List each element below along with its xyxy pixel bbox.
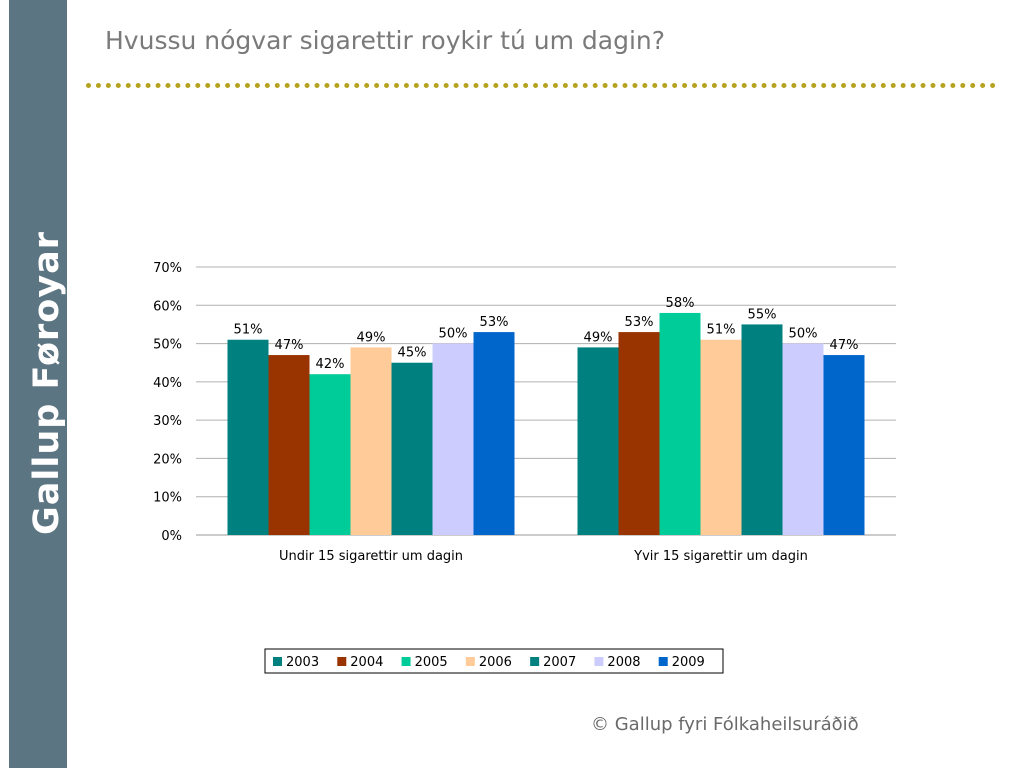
- y-tick-label: 60%: [153, 299, 182, 314]
- legend-swatch: [273, 657, 282, 666]
- bar: [700, 339, 742, 535]
- y-tick-label: 30%: [153, 414, 182, 429]
- y-tick-label: 50%: [153, 338, 182, 353]
- bar: [823, 355, 865, 535]
- legend-swatch: [401, 657, 411, 666]
- legend-swatch: [465, 657, 475, 666]
- bar: [309, 374, 351, 535]
- page-title: Hvussu nógvar sigarettir roykir tú um da…: [105, 26, 665, 55]
- data-label: 50%: [789, 327, 818, 342]
- legend-label: 2006: [479, 655, 512, 670]
- legend-swatch: [594, 657, 604, 666]
- y-tick-label: 0%: [161, 529, 182, 544]
- data-label: 58%: [666, 296, 695, 311]
- bar: [577, 347, 619, 535]
- data-label: 45%: [398, 346, 427, 361]
- data-label: 51%: [234, 323, 263, 338]
- data-label: 49%: [357, 330, 386, 345]
- legend-label: 2004: [350, 655, 383, 670]
- category-label: Undir 15 sigarettir um dagin: [279, 549, 463, 564]
- bar: [350, 347, 392, 535]
- data-label: 49%: [584, 330, 613, 345]
- legend-label: 2007: [543, 655, 576, 670]
- title-divider: [86, 83, 996, 88]
- legend-swatch: [658, 657, 668, 666]
- bar: [391, 362, 433, 535]
- y-tick-label: 70%: [153, 261, 182, 276]
- sidebar-band: Gallup Føroyar: [9, 0, 67, 768]
- legend-swatch: [530, 657, 540, 666]
- data-label: 53%: [480, 315, 509, 330]
- y-tick-label: 20%: [153, 452, 182, 467]
- data-label: 53%: [625, 315, 654, 330]
- y-tick-label: 10%: [153, 491, 182, 506]
- data-label: 47%: [275, 338, 304, 353]
- bar: [227, 339, 269, 535]
- data-label: 47%: [830, 338, 859, 353]
- bar: [782, 343, 824, 535]
- bar: [741, 324, 783, 535]
- bar: [432, 343, 474, 535]
- y-tick-label: 40%: [153, 376, 182, 391]
- bar: [473, 332, 515, 535]
- data-label: 42%: [316, 357, 345, 372]
- bar: [268, 355, 310, 535]
- bar: [659, 312, 701, 535]
- legend-label: 2009: [672, 655, 705, 670]
- category-label: Yvir 15 sigarettir um dagin: [633, 549, 808, 564]
- bar: [618, 332, 660, 535]
- credit-text: © Gallup fyri Fólkaheilsuráðið: [591, 714, 859, 735]
- legend-swatch: [337, 657, 347, 666]
- legend-label: 2005: [415, 655, 448, 670]
- data-label: 50%: [439, 327, 468, 342]
- legend-label: 2003: [286, 655, 319, 670]
- legend-label: 2008: [607, 655, 640, 670]
- data-label: 51%: [707, 323, 736, 338]
- data-label: 55%: [748, 307, 777, 322]
